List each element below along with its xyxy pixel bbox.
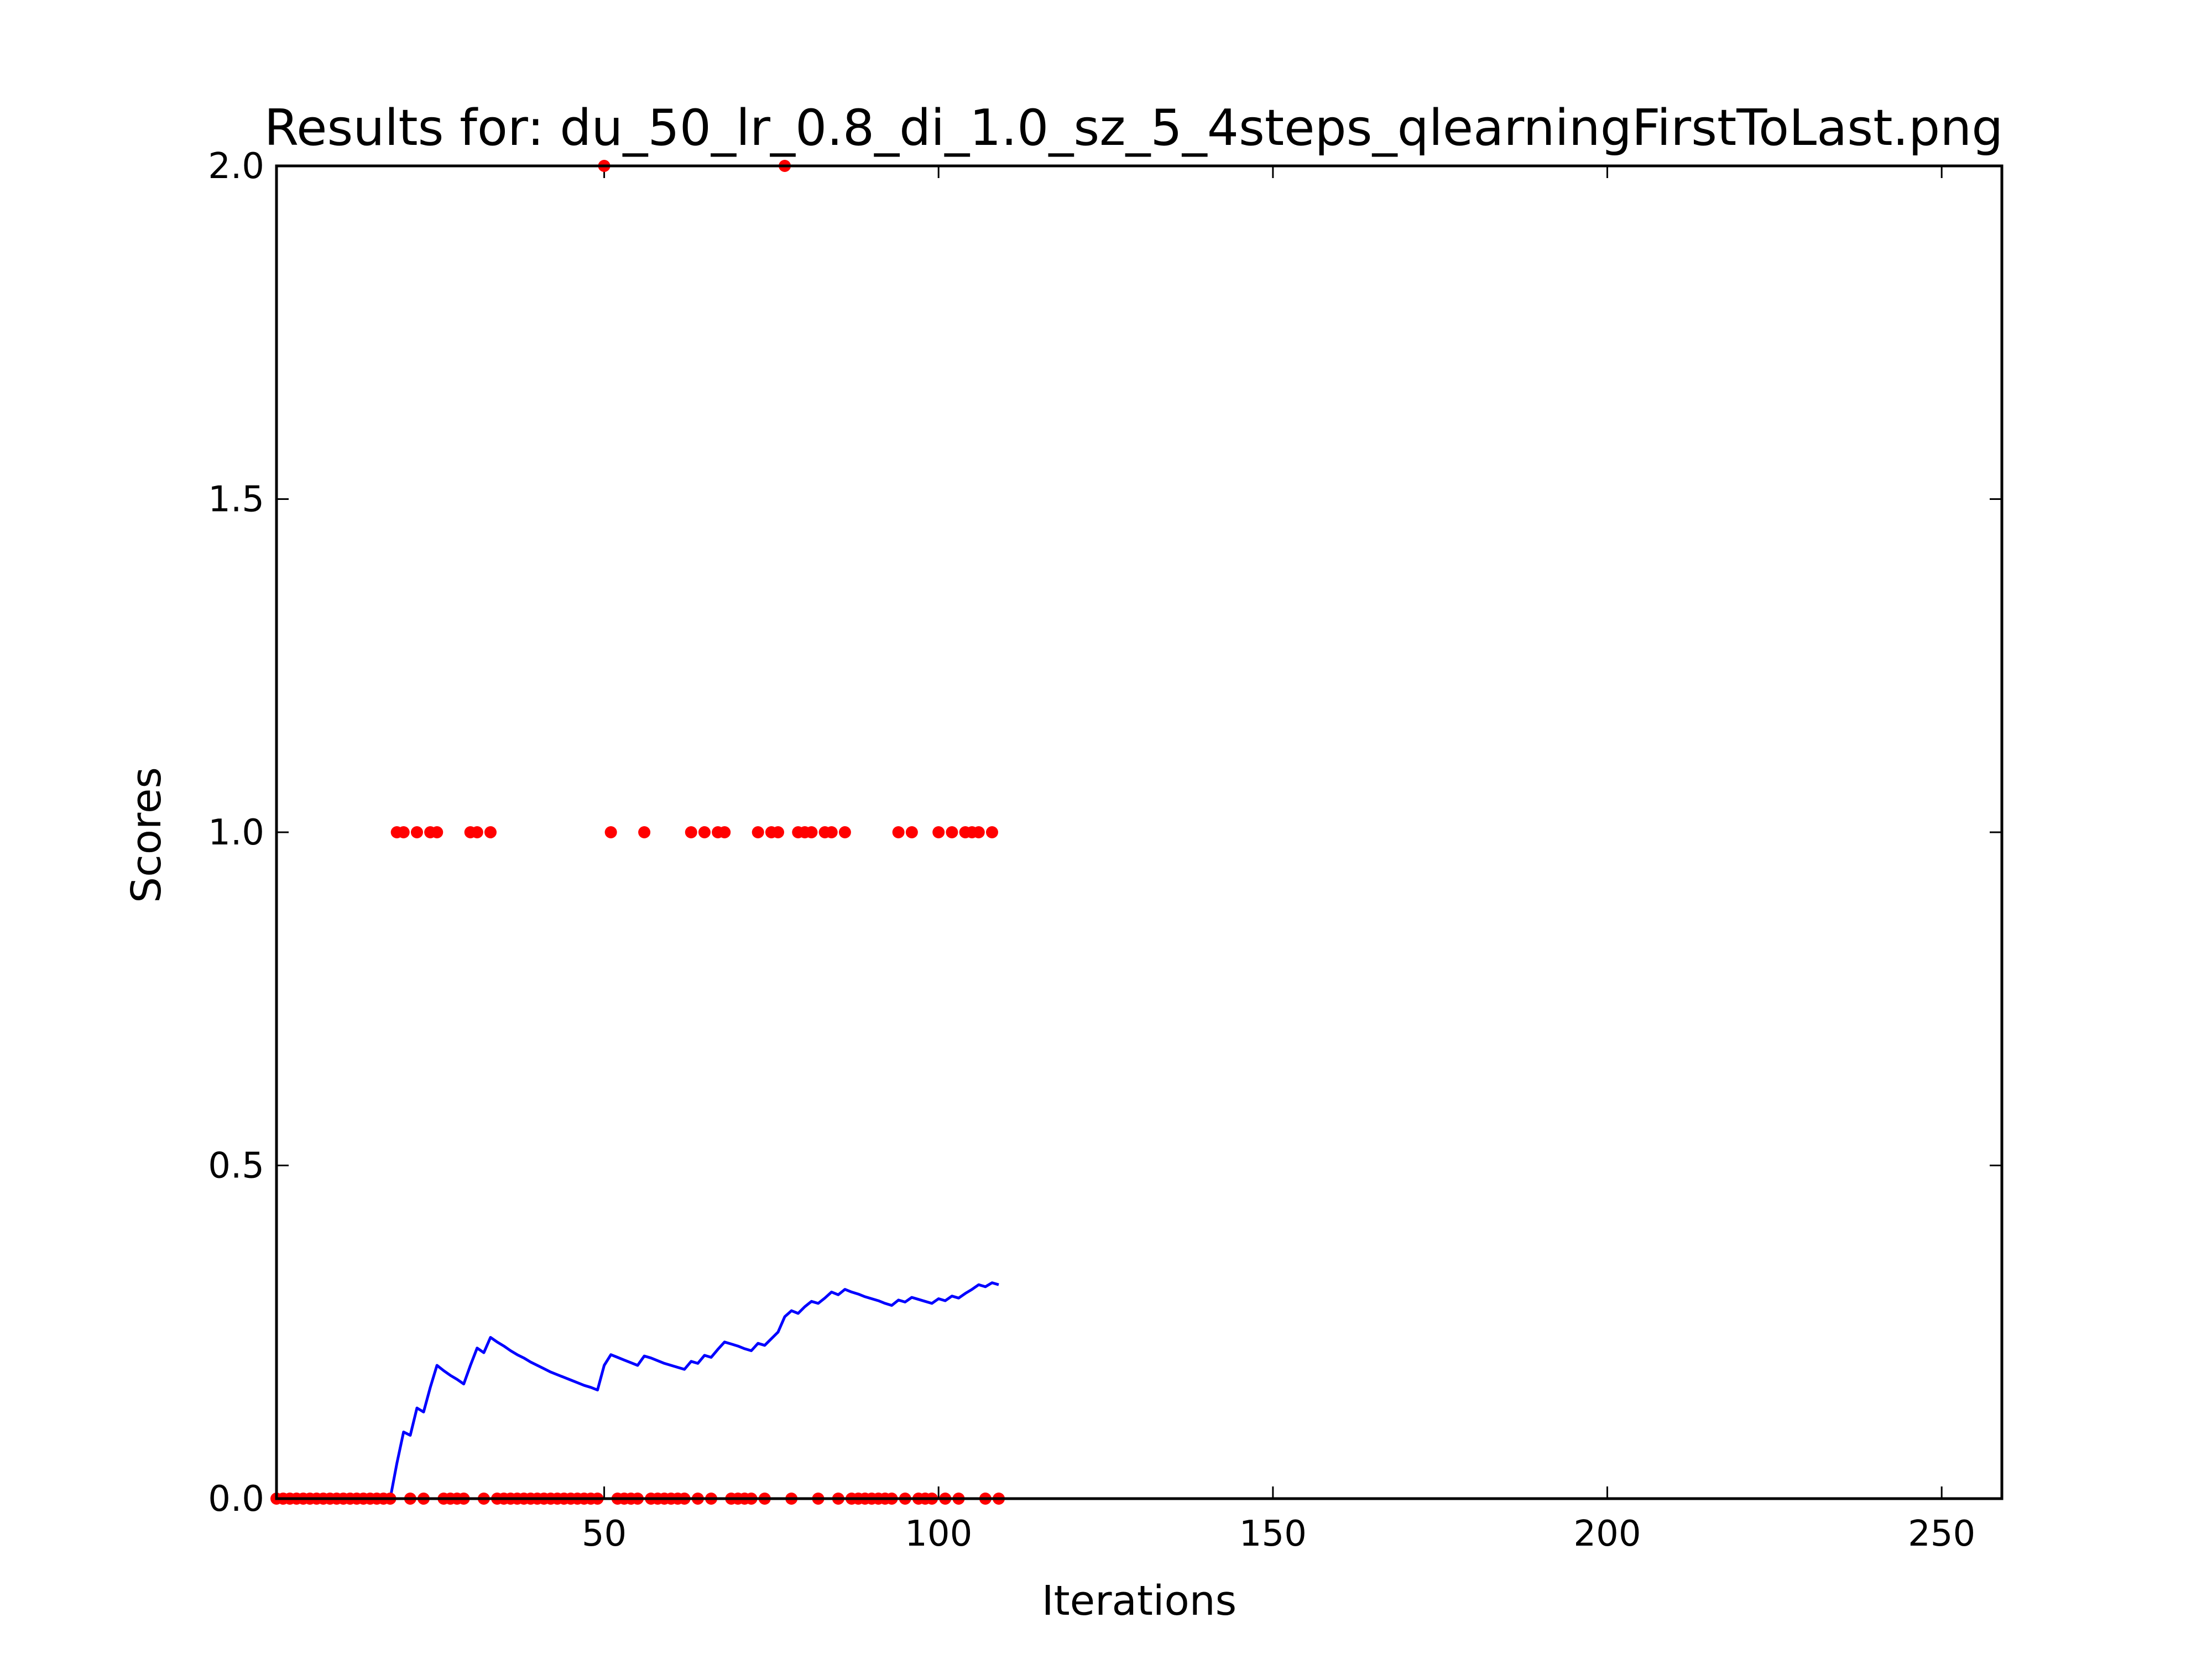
score-point	[718, 826, 731, 838]
score-point	[484, 826, 497, 838]
score-point	[985, 826, 998, 838]
score-point	[431, 826, 444, 838]
score-point	[771, 826, 784, 838]
score-point	[972, 826, 985, 838]
score-point	[685, 826, 697, 838]
score-point	[638, 826, 651, 838]
score-point	[752, 826, 764, 838]
x-tick-label: 250	[1908, 1514, 1975, 1554]
x-tick-label: 50	[582, 1514, 627, 1554]
y-tick-label: 2.0	[208, 146, 264, 187]
score-point	[838, 826, 851, 838]
score-point	[471, 826, 483, 838]
x-axis-label: Iterations	[1042, 1577, 1237, 1625]
y-tick-label: 0.0	[208, 1479, 264, 1520]
score-point	[604, 826, 617, 838]
chart-title: Results for: du_50_lr_0.8_di_1.0_sz_5_4s…	[264, 99, 2004, 157]
x-tick-label: 150	[1239, 1514, 1307, 1554]
score-point	[805, 826, 818, 838]
y-tick-label: 0.5	[208, 1146, 264, 1187]
y-ticks: 0.0 0.5 1.0 1.5 2.0	[208, 146, 2002, 1520]
x-ticks: 50 100 150 200 250	[582, 166, 1975, 1554]
y-tick-label: 1.0	[208, 812, 264, 853]
plot-frame	[275, 164, 2004, 1500]
score-point	[410, 826, 423, 838]
score-point	[698, 826, 711, 838]
score-point	[825, 826, 838, 838]
score-point	[932, 826, 945, 838]
y-tick-label: 1.5	[208, 479, 264, 520]
score-point	[905, 826, 918, 838]
average-line	[276, 1281, 999, 1500]
score-point	[946, 826, 958, 838]
score-point	[892, 826, 905, 838]
y-axis-label: Scores	[123, 767, 170, 903]
score-point	[397, 826, 410, 838]
x-tick-label: 100	[905, 1514, 972, 1554]
x-tick-label: 200	[1573, 1514, 1641, 1554]
